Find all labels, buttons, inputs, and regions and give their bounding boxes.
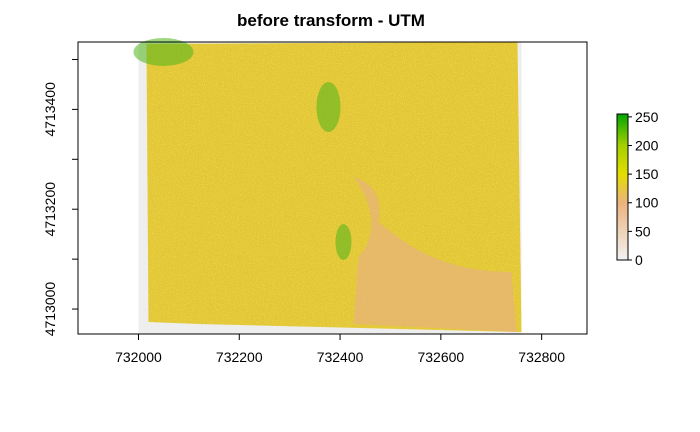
x-tick-label: 732400 <box>317 349 364 365</box>
raster-high-value-patch <box>335 224 352 260</box>
y-axis: 4713000 4713200 4713400 <box>42 58 79 337</box>
chart-title: before transform - UTM <box>237 11 425 30</box>
x-tick-label: 732800 <box>518 349 565 365</box>
raster-high-value-patch <box>133 38 194 66</box>
legend-tick-label: 200 <box>635 137 659 153</box>
legend-tick-label: 250 <box>635 109 659 125</box>
raster-high-value-patch <box>316 82 341 132</box>
x-tick-label: 732600 <box>417 349 464 365</box>
raster-image <box>133 38 522 334</box>
y-tick-label: 4713000 <box>42 282 58 337</box>
legend-tick-label: 100 <box>635 195 659 211</box>
legend-tick-label: 150 <box>635 166 659 182</box>
legend-tick-label: 0 <box>635 252 643 268</box>
x-axis: 732000 732200 732400 732600 732800 <box>115 333 565 365</box>
x-tick-label: 732200 <box>216 349 263 365</box>
raster-low-value-region <box>353 177 517 332</box>
y-tick-label: 4713200 <box>42 182 58 237</box>
y-tick-label: 4713400 <box>42 82 58 137</box>
legend-tick-label: 50 <box>635 223 651 239</box>
color-legend: 0 50 100 150 200 250 <box>616 109 659 268</box>
x-tick-label: 732000 <box>115 349 162 365</box>
legend-color-bar <box>616 113 629 261</box>
